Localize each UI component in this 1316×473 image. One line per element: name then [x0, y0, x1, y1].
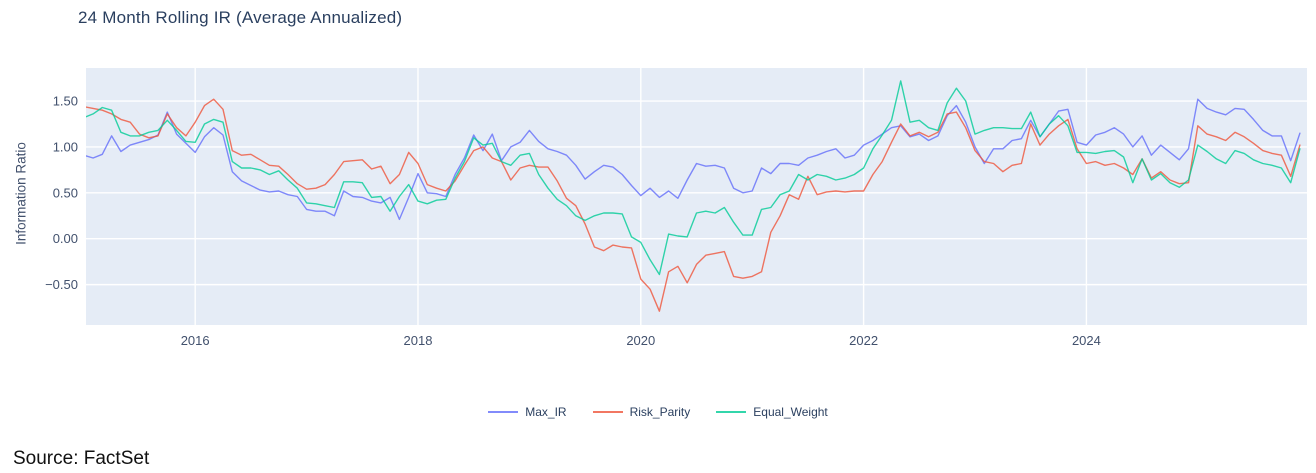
legend-swatch-icon [488, 411, 519, 413]
x-tick-label: 2018 [404, 333, 433, 348]
y-tick-label: 0.00 [53, 231, 78, 246]
y-tick-label: 0.50 [53, 185, 78, 200]
x-tick-label: 2022 [849, 333, 878, 348]
legend-item-equal-weight[interactable]: Equal_Weight [716, 405, 828, 419]
y-tick-label: 1.00 [53, 139, 78, 154]
series-line-max-ir[interactable] [84, 98, 1301, 221]
line-chart-plot-area[interactable]: 1.50 1.00 0.50 0.00 −0.50 2016 2018 2020 2022 202… [0, 55, 1316, 355]
legend-swatch-icon [716, 411, 747, 413]
legend-swatch-icon [592, 411, 623, 413]
series-line-risk-parity[interactable] [84, 98, 1301, 312]
legend-item-max-ir[interactable]: Max_IR [488, 405, 567, 419]
legend-label: Risk_Parity [629, 405, 691, 419]
chart-title: 24 Month Rolling IR (Average Annualized) [78, 8, 403, 27]
series-line-equal-weight[interactable] [84, 80, 1301, 276]
legend: Max_IR Risk_Parity Equal_Weight [0, 405, 1316, 419]
legend-item-risk-parity[interactable]: Risk_Parity [592, 405, 691, 419]
x-tick-label: 2024 [1072, 333, 1101, 348]
x-tick-label: 2020 [626, 333, 655, 348]
y-tick-label: 1.50 [53, 94, 78, 109]
legend-label: Max_IR [525, 405, 567, 419]
x-tick-label: 2016 [181, 333, 210, 348]
legend-label: Equal_Weight [753, 405, 828, 419]
y-tick-label: −0.50 [45, 277, 78, 292]
source-note: Source: FactSet [13, 448, 150, 469]
plot-background [86, 68, 1307, 325]
